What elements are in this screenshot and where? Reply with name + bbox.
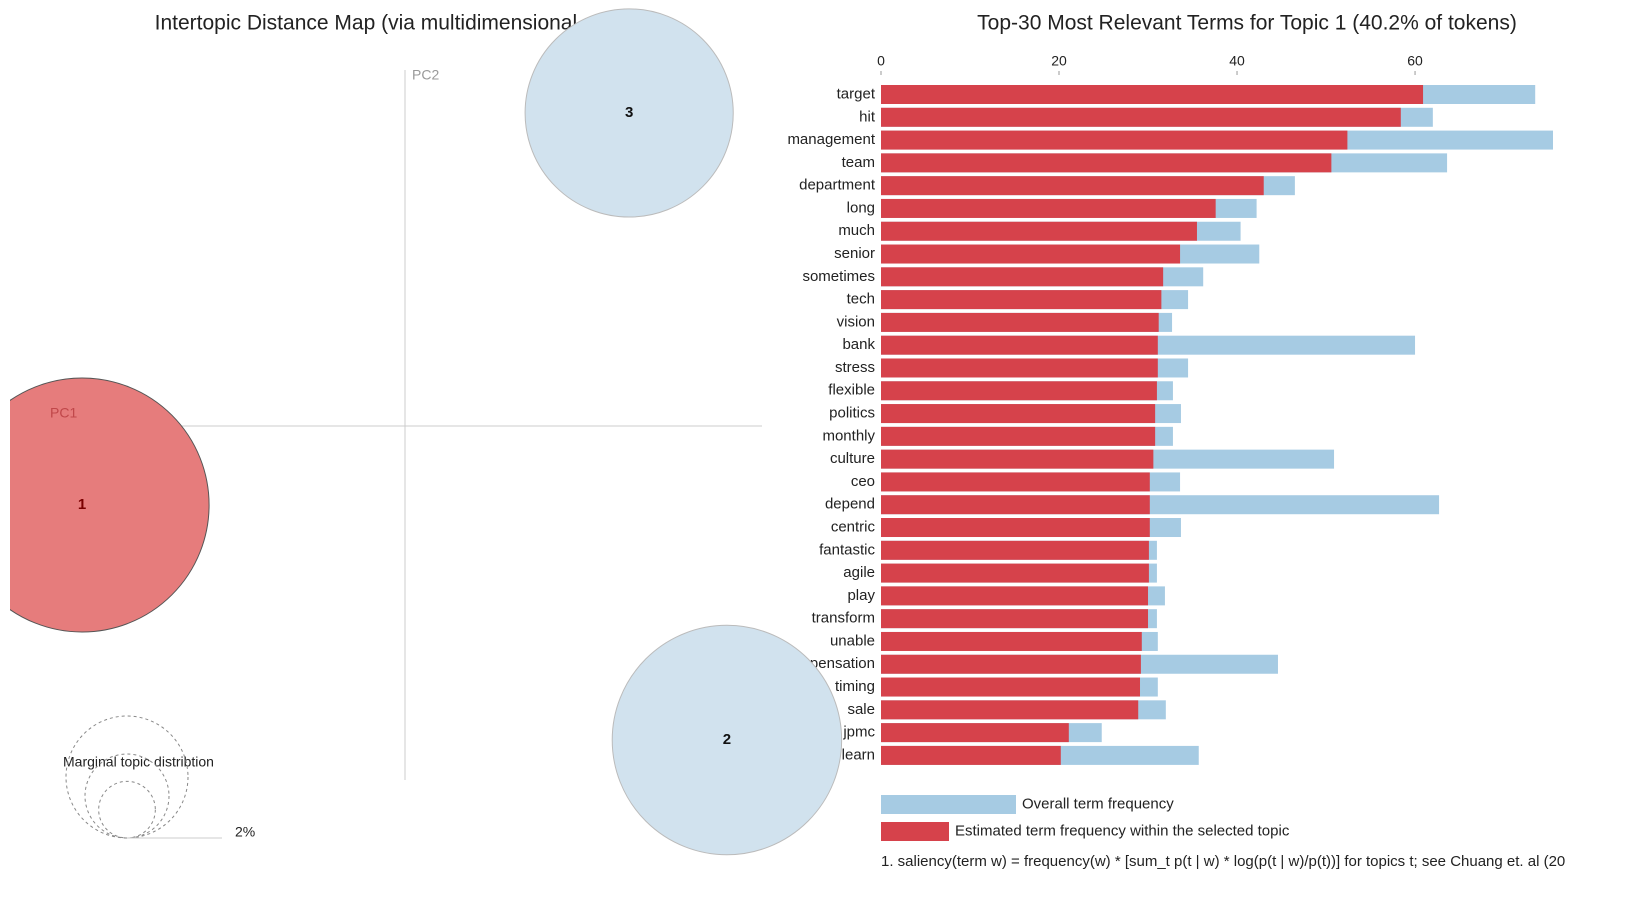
bar	[881, 745, 1061, 765]
term-label: jpmc	[842, 724, 875, 741]
bar	[881, 495, 1150, 515]
bar	[881, 335, 1158, 355]
term-label: hit	[859, 108, 876, 125]
bar	[881, 563, 1149, 583]
map-title: Intertopic Distance Map (via multidimens…	[155, 12, 656, 35]
bar	[881, 609, 1149, 629]
legend-label: Estimated term frequency within the sele…	[955, 822, 1290, 839]
term-label: transform	[812, 610, 875, 627]
term-label: depend	[825, 496, 875, 513]
bar	[881, 472, 1150, 492]
bar	[881, 518, 1150, 538]
size-legend-title: Marginal topic distribtion	[63, 754, 214, 770]
term-label: culture	[830, 450, 875, 467]
topic-bubble	[524, 8, 734, 218]
bar	[881, 381, 1157, 401]
term-label: unable	[830, 632, 875, 649]
bar	[881, 426, 1156, 446]
topic-label: 1	[78, 496, 86, 513]
x-tick-label: 20	[1051, 53, 1067, 69]
topic-bubble	[611, 624, 843, 856]
term-label: senior	[834, 245, 875, 262]
bar	[881, 221, 1197, 241]
term-label: stress	[835, 359, 875, 376]
legend-swatch	[881, 795, 1016, 814]
x-tick-label: 40	[1229, 53, 1245, 69]
bar	[881, 176, 1264, 196]
bar	[881, 700, 1139, 720]
bar	[881, 85, 1424, 104]
bar	[881, 677, 1141, 697]
term-label: play	[847, 587, 875, 604]
term-label: centric	[831, 518, 876, 535]
term-label: flexible	[828, 382, 875, 399]
topic-bubble	[10, 377, 210, 633]
term-label: timing	[835, 678, 875, 695]
bar	[881, 449, 1154, 469]
term-label: agile	[843, 564, 875, 581]
term-label: politics	[829, 405, 875, 422]
bar	[881, 540, 1149, 560]
term-label: tech	[847, 291, 875, 308]
map-area: PC2 1 2 3 PC1 Marginal topic distribtion 2%	[10, 8, 843, 856]
size-legend-label: 2%	[235, 824, 255, 840]
bar	[881, 358, 1158, 378]
footnote: 1. saliency(term w) = frequency(w) * [su…	[881, 853, 1565, 870]
term-label: department	[799, 177, 876, 194]
bar	[881, 723, 1069, 743]
topic-label: 2	[723, 731, 731, 748]
term-label: ceo	[851, 473, 875, 490]
bar	[881, 107, 1401, 127]
term-label: fantastic	[819, 541, 875, 558]
legend-swatch	[881, 822, 949, 841]
bar	[881, 153, 1332, 173]
term-label: vision	[837, 313, 875, 330]
term-label: much	[838, 222, 875, 239]
size-legend-ring	[65, 715, 189, 839]
bar-area: 0 20 40 60 target hit management team department…	[782, 53, 1566, 870]
term-label: bank	[842, 336, 875, 353]
bar	[881, 244, 1181, 264]
bar	[881, 631, 1142, 651]
term-label: learn	[842, 746, 875, 763]
bar	[881, 654, 1141, 674]
pc1-label: PC1	[50, 405, 77, 421]
bar	[881, 404, 1156, 424]
term-label: management	[787, 131, 875, 148]
x-tick-label: 0	[877, 53, 885, 69]
bar	[881, 290, 1162, 310]
term-label: long	[847, 199, 875, 216]
bar	[881, 586, 1149, 606]
bar	[881, 130, 1348, 150]
size-legend-circle	[98, 780, 156, 839]
bar	[881, 267, 1164, 287]
bar	[881, 312, 1159, 332]
size-legend-ring	[84, 753, 170, 839]
term-label: sometimes	[802, 268, 875, 285]
term-label: monthly	[822, 427, 875, 444]
term-label: target	[837, 85, 876, 102]
term-label: sale	[847, 701, 875, 718]
term-label: team	[842, 154, 875, 171]
topic-label: 3	[625, 104, 633, 121]
x-tick-label: 60	[1407, 53, 1423, 69]
bar	[881, 198, 1216, 218]
legend-label: Overall term frequency	[1022, 795, 1174, 812]
pc2-label: PC2	[412, 67, 439, 83]
bar-title: Top-30 Most Relevant Terms for Topic 1 (…	[977, 12, 1517, 35]
